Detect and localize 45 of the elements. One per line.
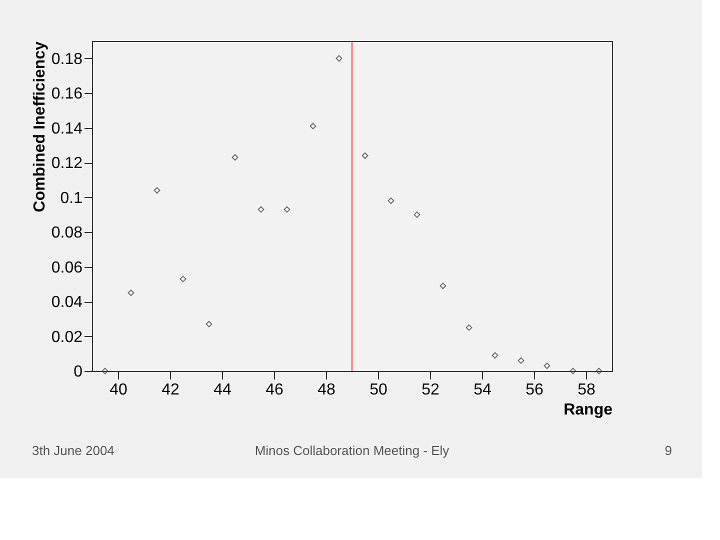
point [180, 276, 186, 282]
x-tick-label: 54 [474, 382, 492, 398]
point [466, 324, 472, 331]
text: 9 [664, 443, 672, 458]
point [128, 290, 134, 296]
point [518, 357, 524, 364]
x-tick-label: 48 [318, 382, 336, 398]
y-axis-title: Combined Inefficiency [31, 41, 48, 212]
x-axis-title: Range [564, 402, 613, 418]
y-tick-label: 0.08 [51, 224, 83, 242]
y-tick-label: 0.04 [51, 294, 83, 312]
point [154, 187, 160, 194]
y-tick-label: 0.18 [51, 50, 83, 68]
y-tick-label: 0.06 [51, 259, 83, 276]
x-tick-label: 56 [526, 382, 544, 398]
y-tick-label: 0.02 [51, 328, 83, 346]
point [336, 55, 342, 62]
point [492, 352, 498, 359]
point [232, 154, 238, 161]
y-tick-label: 0.12 [51, 155, 83, 172]
point [284, 206, 290, 213]
point [440, 282, 446, 290]
point [544, 362, 550, 370]
x-tick-label: 58 [578, 382, 596, 398]
y-tick-label: 0 [74, 364, 83, 380]
point [258, 206, 264, 213]
y-tick-label: 0.14 [51, 120, 83, 138]
y-tick-label: 0.1 [60, 190, 83, 207]
point [102, 368, 108, 374]
x-tick-label: 44 [214, 382, 232, 398]
text: Minos Collaboration Meeting - Ely [254, 443, 450, 458]
point [414, 211, 420, 218]
point [596, 368, 602, 374]
point [362, 152, 368, 159]
point [570, 368, 576, 374]
x-tick-label: 52 [422, 382, 440, 398]
text: 3th June 2004 [32, 443, 114, 458]
point [388, 198, 394, 204]
x-tick-label: 40 [110, 382, 128, 398]
x-tick-label: 42 [162, 382, 180, 398]
point [206, 320, 212, 328]
y-tick-label: 0.16 [51, 86, 83, 103]
x-tick-label: 50 [370, 382, 388, 398]
x-tick-label: 46 [266, 382, 284, 398]
point [310, 122, 316, 130]
